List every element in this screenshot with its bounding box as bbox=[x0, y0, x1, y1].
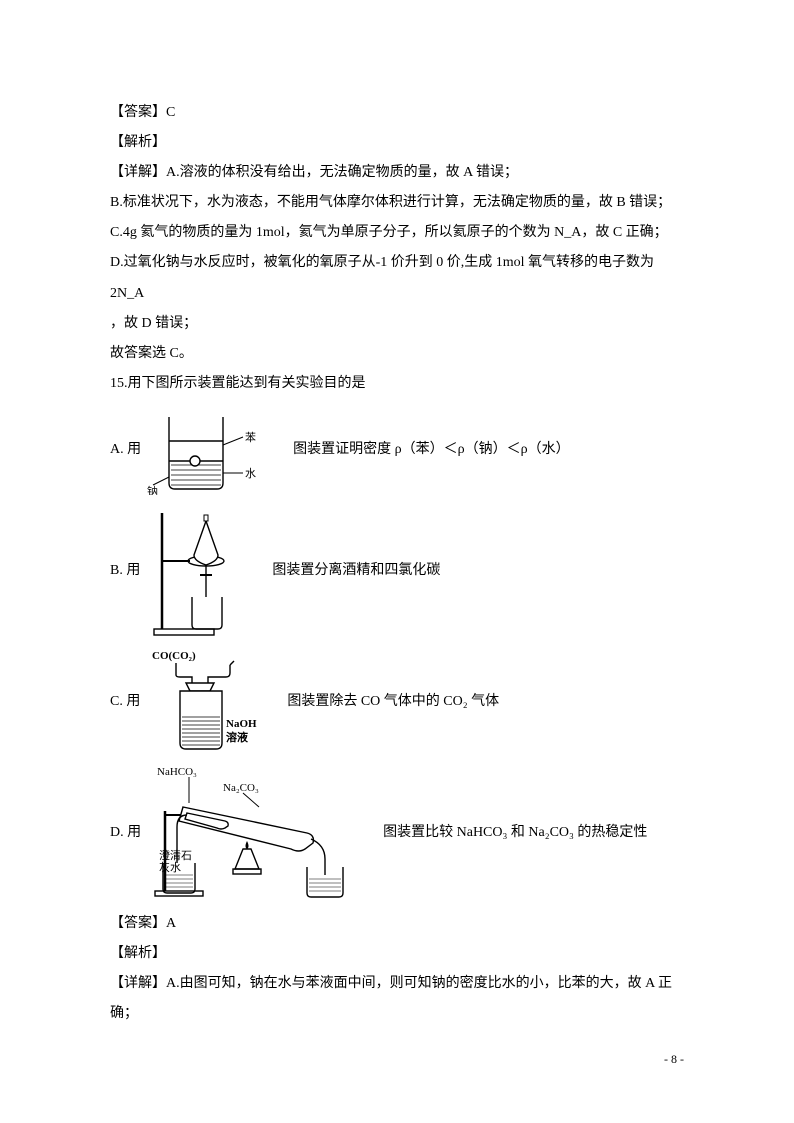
q15-stem: 15.用下图所示装置能达到有关实验目的是 bbox=[110, 369, 684, 399]
option-c-tail: 图装置除去 CO 气体中的 CO₂ 气体 bbox=[287, 687, 499, 717]
svg-text:NaHCO₃: NaHCO₃ bbox=[157, 766, 197, 778]
analysis-prev-label: 【解析】 bbox=[110, 128, 684, 158]
q15-prefix: 15. bbox=[110, 376, 128, 391]
figure-a: 苯水钠 bbox=[147, 405, 287, 495]
option-b-lead: B. 用 bbox=[110, 556, 140, 586]
detail-prev-5: 故答案选 C。 bbox=[110, 339, 684, 369]
q15-stem-text: 用下图所示装置能达到有关实验目 bbox=[128, 376, 338, 391]
q15-option-a: A. 用 苯水钠 图装置证明密度 ρ（苯）＜ρ（钠）＜ρ（水） bbox=[110, 405, 684, 495]
svg-text:钠: 钠 bbox=[147, 484, 158, 495]
svg-text:澄清石: 澄清石 bbox=[159, 848, 192, 862]
option-a-lead: A. 用 bbox=[110, 435, 141, 465]
detail15-0: 【详解】A.由图可知，钠在水与苯液面中间，则可知钠的密度比水的小，比苯的大，故 … bbox=[110, 969, 684, 999]
detail15-1: 确； bbox=[110, 999, 684, 1029]
answer-prev-label: 【答案】C bbox=[110, 98, 684, 128]
detail-prev-0: 【详解】A.溶液的体积没有给出，无法确定物质的量，故 A 错误； bbox=[110, 158, 684, 188]
figure-c: CO(CO₂) NaOH溶液 bbox=[146, 647, 281, 757]
answer15-label: 【答案】A bbox=[110, 909, 684, 939]
q15-stem-suffix: 是 bbox=[352, 376, 366, 391]
detail-prev-1: B.标准状况下，水为液态，不能用气体摩尔体积进行计算，无法确定物质的量，故 B … bbox=[110, 188, 684, 218]
q15-option-b: B. 用 图装置分离酒精和四氯化碳 bbox=[110, 501, 684, 641]
q15-option-c: C. 用 CO(CO₂) NaOH溶液 图装置除去 CO 气体中的 CO₂ 气体 bbox=[110, 647, 684, 757]
svg-text:CO(CO₂): CO(CO₂) bbox=[152, 650, 196, 662]
sep-funnel-icon bbox=[146, 501, 266, 641]
option-b-tail: 图装置分离酒精和四氯化碳 bbox=[272, 556, 440, 586]
svg-text:溶液: 溶液 bbox=[226, 730, 249, 744]
detail-prev-2: C.4g 氦气的物质的量为 1mol，氦气为单原子分子，所以氦原子的个数为 N_… bbox=[110, 218, 684, 248]
svg-text:NaOH: NaOH bbox=[226, 718, 257, 730]
page-root: 【答案】C 【解析】 【详解】A.溶液的体积没有给出，无法确定物质的量，故 A … bbox=[0, 0, 794, 1123]
option-a-tail: 图装置证明密度 ρ（苯）＜ρ（钠）＜ρ（水） bbox=[293, 435, 569, 465]
svg-text:苯: 苯 bbox=[245, 430, 256, 444]
detail-prev-4: ，故 D 错误； bbox=[110, 309, 684, 339]
q15-stem-de: 的 bbox=[338, 376, 352, 391]
heating-tubes-icon: NaHCO₃ Na₂CO₃ 澄清石灰水 bbox=[147, 763, 377, 903]
svg-text:Na₂CO₃: Na₂CO₃ bbox=[223, 782, 259, 794]
figure-d: NaHCO₃ Na₂CO₃ 澄清石灰水 bbox=[147, 763, 377, 903]
detail-prev-3: D.过氧化钠与水反应时，被氧化的氧原子从-1 价升到 0 价,生成 1mol 氧… bbox=[110, 248, 684, 308]
svg-text:灰水: 灰水 bbox=[159, 860, 181, 874]
q15-option-d: D. 用 NaHCO₃ Na₂CO₃ 澄清石灰水 图装置比较 NaHCO₃ 和 Na… bbox=[110, 763, 684, 903]
option-d-lead: D. 用 bbox=[110, 818, 141, 848]
beaker-icon: 苯水钠 bbox=[147, 405, 287, 495]
page-footer: - 8 - bbox=[664, 1047, 684, 1073]
option-d-tail: 图装置比较 NaHCO₃ 和 Na₂CO₃ 的热稳定性 bbox=[383, 818, 647, 848]
analysis15-label: 【解析】 bbox=[110, 939, 684, 969]
option-c-lead: C. 用 bbox=[110, 687, 140, 717]
gas-wash-icon: CO(CO₂) NaOH溶液 bbox=[146, 647, 281, 757]
svg-text:水: 水 bbox=[245, 467, 256, 480]
figure-b bbox=[146, 501, 266, 641]
